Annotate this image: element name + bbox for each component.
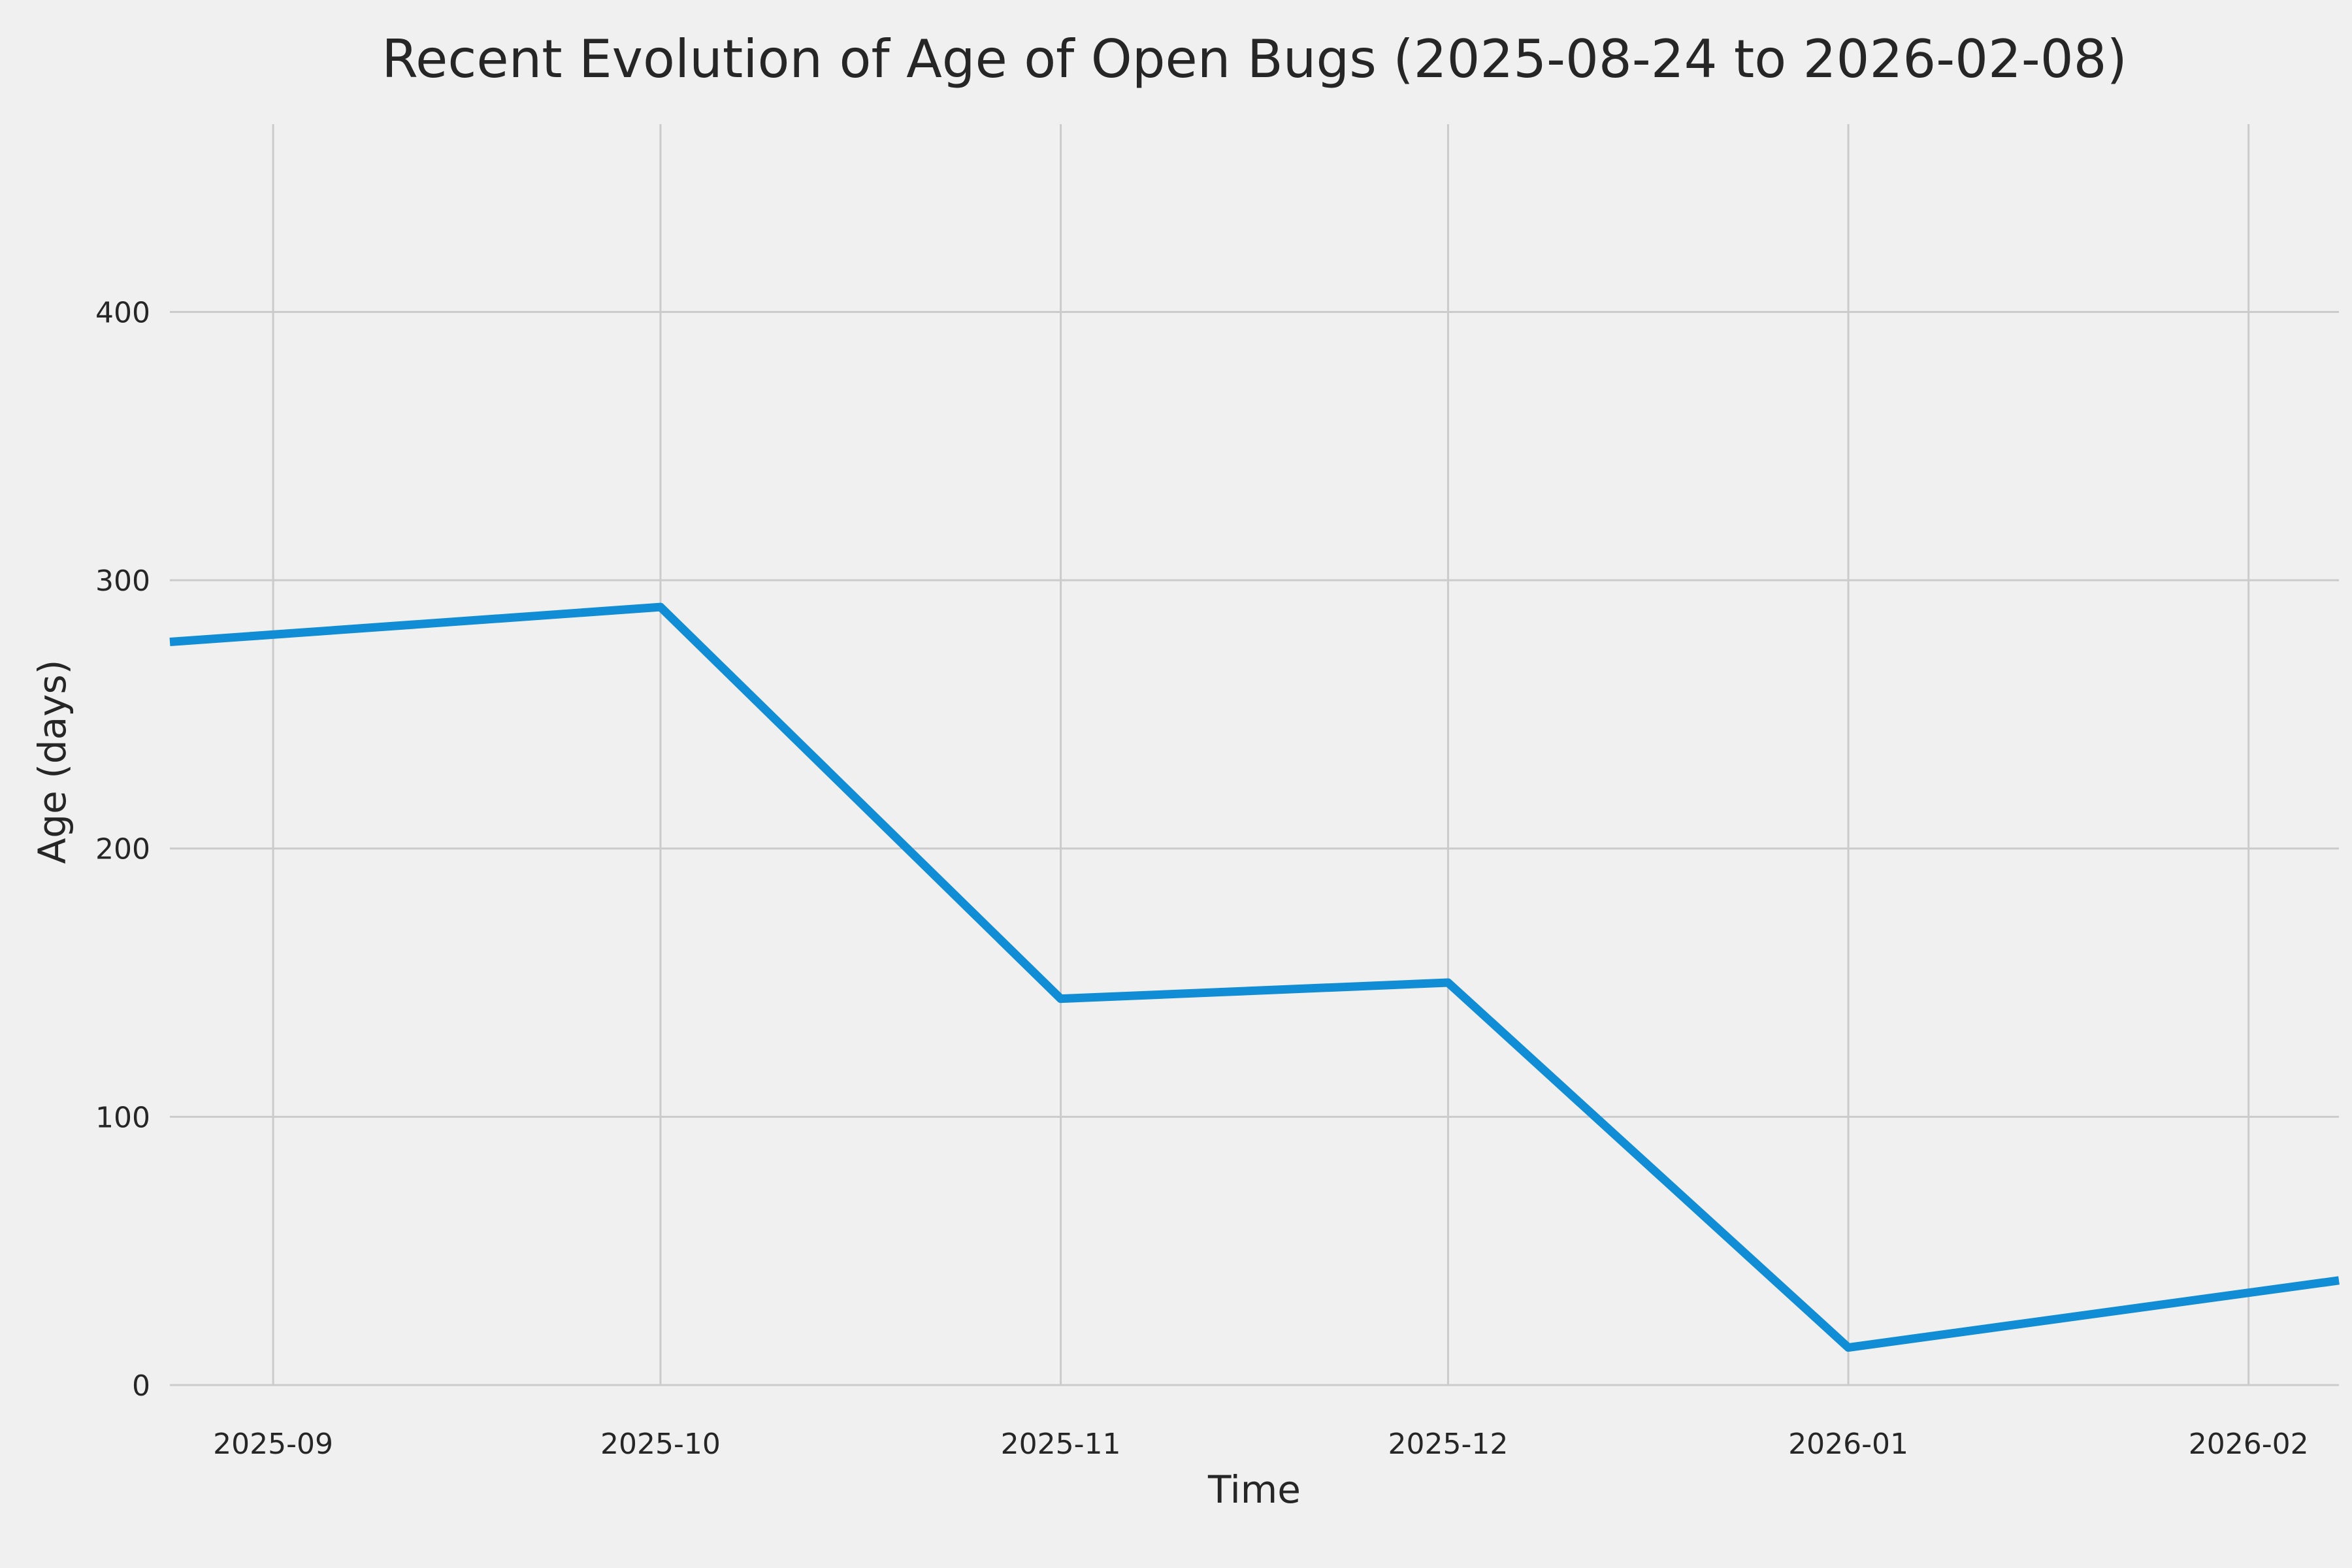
y-tick-label: 300	[95, 564, 150, 598]
x-tick-label: 2025-09	[213, 1428, 333, 1461]
x-tick-label: 2026-02	[2189, 1428, 2309, 1461]
y-tick-label: 0	[132, 1369, 150, 1403]
x-tick-label: 2025-10	[600, 1428, 721, 1461]
gridlines	[170, 124, 2339, 1386]
series-line-age-of-open-bugs	[169, 602, 2340, 1352]
x-tick-label: 2026-01	[1788, 1428, 1908, 1461]
x-tick-labels: 2025-09 2025-10 2025-11 2025-12 2026-01 2026-…	[213, 1428, 2308, 1461]
y-tick-labels: 0 100 200 300 400	[95, 296, 150, 1403]
y-tick-label: 100	[95, 1101, 150, 1134]
chart-title: Recent Evolution of Age of Open Bugs (20…	[382, 29, 2127, 90]
y-tick-label: 200	[95, 833, 150, 866]
x-tick-label: 2025-12	[1388, 1428, 1509, 1461]
x-axis-label: Time	[1207, 1467, 1301, 1512]
data-series	[169, 602, 2340, 1352]
x-tick-label: 2025-11	[1001, 1428, 1121, 1461]
y-axis-label: Age (days)	[30, 660, 74, 864]
y-tick-label: 400	[95, 296, 150, 329]
